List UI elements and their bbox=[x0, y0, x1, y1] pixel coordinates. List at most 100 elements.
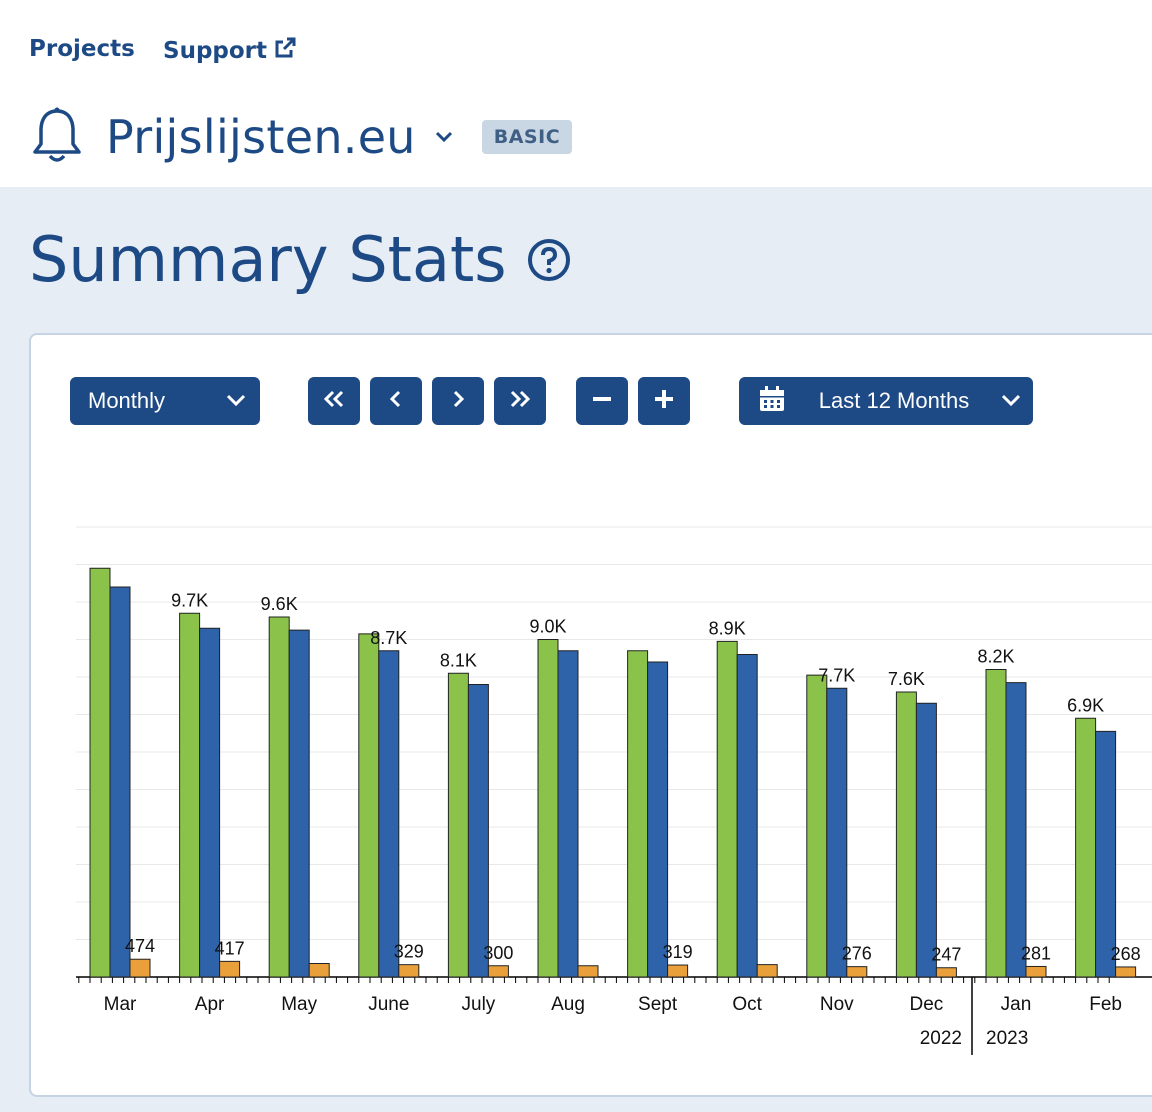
bar bbox=[915, 702, 937, 978]
zoom-in-button[interactable] bbox=[638, 377, 690, 425]
prev-period-button[interactable] bbox=[370, 377, 422, 425]
x-tick-label: Nov bbox=[820, 994, 854, 1015]
left-icon bbox=[386, 389, 406, 413]
bell-icon bbox=[30, 106, 84, 168]
x-tick-label: July bbox=[462, 994, 496, 1015]
project-name: Prijslijsten.eu bbox=[106, 110, 416, 164]
stats-card: Monthly Last 12 Months 474 Mar 9.7K 417 Apr 9… bbox=[29, 333, 1152, 1097]
year-label: 2022 bbox=[920, 1028, 962, 1049]
bar bbox=[467, 684, 489, 978]
bar bbox=[129, 958, 151, 978]
data-label: 417 bbox=[215, 938, 245, 958]
bar bbox=[627, 650, 649, 978]
nav-support-link[interactable]: Support bbox=[163, 36, 297, 66]
data-label: 247 bbox=[931, 945, 961, 965]
data-label: 300 bbox=[483, 943, 513, 963]
bar bbox=[806, 674, 828, 978]
bar bbox=[288, 629, 310, 978]
data-label: 281 bbox=[1021, 943, 1051, 963]
bar bbox=[1115, 966, 1137, 978]
bar bbox=[577, 965, 599, 978]
data-label: 9.6K bbox=[261, 594, 298, 614]
data-label: 8.1K bbox=[440, 650, 477, 670]
x-tick-label: Feb bbox=[1089, 994, 1122, 1015]
x-tick-label: Sept bbox=[638, 994, 678, 1015]
x-tick-label: Mar bbox=[104, 994, 137, 1015]
data-label: 6.9K bbox=[1067, 695, 1104, 715]
bar bbox=[846, 966, 868, 978]
bar bbox=[935, 967, 957, 978]
data-label: 329 bbox=[394, 942, 424, 962]
bar bbox=[557, 650, 579, 978]
bar bbox=[647, 661, 669, 978]
minus-icon bbox=[591, 388, 613, 414]
bar bbox=[1075, 717, 1097, 978]
x-tick-label: June bbox=[368, 994, 409, 1015]
bar bbox=[358, 633, 380, 978]
chevron-down-icon bbox=[226, 392, 246, 411]
next-period-button[interactable] bbox=[432, 377, 484, 425]
data-label: 9.7K bbox=[171, 590, 208, 610]
nav-projects-link[interactable]: Projects bbox=[29, 36, 135, 62]
calendar-icon bbox=[757, 384, 787, 418]
bar bbox=[667, 964, 689, 978]
bar bbox=[756, 964, 778, 978]
data-label: 319 bbox=[663, 942, 693, 962]
data-label: 8.7K bbox=[370, 628, 407, 648]
data-label: 7.6K bbox=[888, 669, 925, 689]
date-range-label: Last 12 Months bbox=[818, 388, 970, 413]
right-icon bbox=[448, 389, 468, 413]
data-label: 7.7K bbox=[818, 665, 855, 685]
bar bbox=[1005, 682, 1027, 978]
x-tick-label: Aug bbox=[551, 994, 585, 1015]
bar bbox=[537, 639, 559, 978]
bar bbox=[1095, 730, 1117, 978]
bar bbox=[109, 586, 131, 978]
zoom-out-button[interactable] bbox=[576, 377, 628, 425]
data-label: 276 bbox=[842, 944, 872, 964]
double-right-icon bbox=[507, 389, 533, 413]
x-tick-label: Dec bbox=[910, 994, 944, 1015]
bar bbox=[199, 627, 221, 978]
x-tick-label: Jan bbox=[1001, 994, 1032, 1015]
bar bbox=[378, 650, 400, 978]
top-navigation: Projects Support Prijslijsten.eu BASIC bbox=[0, 0, 1152, 187]
bar bbox=[1025, 965, 1047, 978]
bar bbox=[447, 672, 469, 978]
period-select-label: Monthly bbox=[88, 388, 166, 413]
help-icon[interactable] bbox=[527, 238, 571, 282]
x-tick-label: May bbox=[281, 994, 317, 1015]
last-period-button[interactable] bbox=[494, 377, 546, 425]
main-content: Summary Stats Monthly Last 12 Mon bbox=[0, 187, 1152, 1112]
page-header: Summary Stats bbox=[29, 223, 571, 296]
plus-icon bbox=[653, 388, 675, 414]
chevron-down-icon bbox=[1001, 392, 1021, 411]
nav-support-label: Support bbox=[163, 38, 268, 64]
bar bbox=[716, 640, 738, 978]
data-label: 268 bbox=[1111, 944, 1141, 964]
date-range-select[interactable]: Last 12 Months bbox=[739, 377, 1033, 425]
bar bbox=[89, 567, 111, 978]
project-selector[interactable]: Prijslijsten.eu BASIC bbox=[30, 106, 573, 168]
bar bbox=[398, 964, 420, 978]
bar bbox=[487, 965, 509, 978]
bar bbox=[736, 654, 758, 978]
first-period-button[interactable] bbox=[308, 377, 360, 425]
chevron-down-icon[interactable] bbox=[434, 130, 454, 144]
bar bbox=[826, 687, 848, 978]
data-label: 8.9K bbox=[709, 618, 746, 638]
bar bbox=[985, 669, 1007, 978]
bar bbox=[895, 691, 917, 978]
period-select[interactable]: Monthly bbox=[70, 377, 260, 425]
bar bbox=[179, 612, 201, 978]
stats-bar-chart: 474 Mar 9.7K 417 Apr 9.6K May 8.7K 329 June 8.1K 30… bbox=[76, 526, 1152, 1055]
data-label: 474 bbox=[125, 936, 155, 956]
x-tick-label: Apr bbox=[195, 994, 225, 1015]
bar bbox=[219, 960, 241, 978]
year-label: 2023 bbox=[986, 1028, 1028, 1049]
x-tick-label: Oct bbox=[732, 994, 762, 1015]
page-title: Summary Stats bbox=[29, 223, 507, 296]
data-label: 9.0K bbox=[529, 617, 566, 637]
bar bbox=[308, 963, 330, 978]
data-label: 8.2K bbox=[977, 647, 1014, 667]
